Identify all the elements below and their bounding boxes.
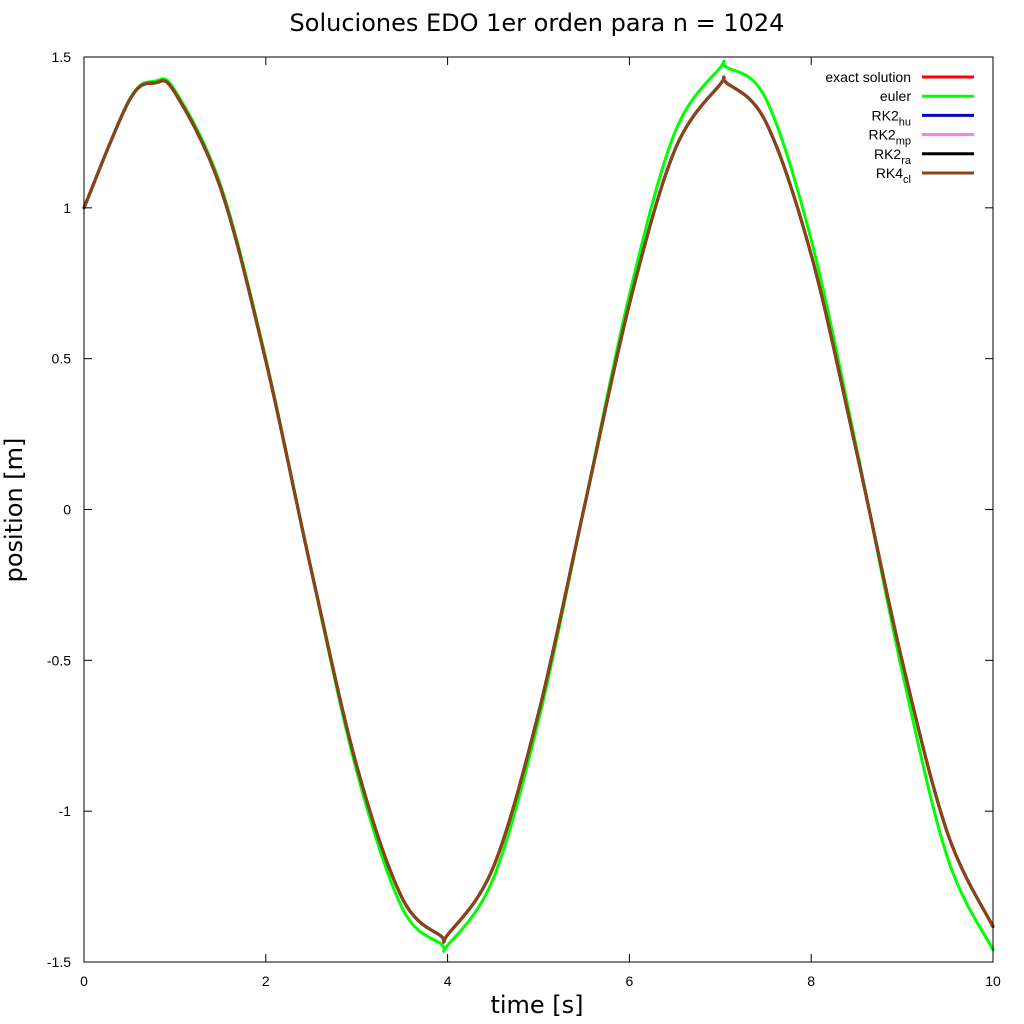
- x-tick-label: 2: [262, 973, 270, 989]
- series-line-6: [82, 75, 995, 944]
- legend-label-6: RK4cl: [876, 165, 911, 186]
- legend-label-main: RK2: [872, 107, 899, 123]
- legend-label-sub: cl: [903, 174, 911, 186]
- x-tick-label: 8: [807, 973, 815, 989]
- x-axis-label: time [s]: [490, 991, 583, 1019]
- legend-label-2: euler: [880, 88, 911, 104]
- x-tick-label: 10: [985, 973, 1001, 989]
- x-tick-label: 6: [626, 973, 634, 989]
- legend-label-1: exact solution: [825, 69, 911, 85]
- y-tick-label: 0: [63, 502, 71, 518]
- series-line-5: [82, 75, 995, 944]
- series-line-1: [82, 75, 995, 944]
- legend-label-4: RK2mp: [868, 127, 911, 148]
- series-line-2: [82, 59, 995, 953]
- y-tick-label: -1: [59, 803, 72, 819]
- y-tick-label: 1.5: [52, 49, 72, 65]
- x-tick-label: 4: [444, 973, 452, 989]
- legend-label-main: exact solution: [825, 69, 911, 85]
- y-tick-label: -0.5: [47, 652, 71, 668]
- series-line-3: [82, 75, 995, 944]
- tick-layer: 0 2 4 6 8 10 1.5 1 0.5 0 -0.5 -1 -1.5: [47, 49, 1001, 989]
- legend-label-5: RK2ra: [874, 146, 912, 167]
- series-line-4: [82, 75, 995, 944]
- y-tick-label: 0.5: [52, 351, 72, 367]
- x-tick-label: 0: [80, 973, 88, 989]
- chart-title: Soluciones EDO 1er orden para n = 1024: [290, 9, 785, 37]
- legend-label-main: RK4: [876, 165, 903, 181]
- y-tick-label: -1.5: [47, 954, 71, 970]
- legend-label-sub: hu: [899, 116, 911, 128]
- legend-label-main: euler: [880, 88, 911, 104]
- legend-label-sub: ra: [901, 155, 912, 167]
- legend-label-main: RK2: [874, 146, 901, 162]
- y-tick-label: 1: [63, 200, 71, 216]
- legend-label-3: RK2hu: [872, 107, 911, 128]
- series-layer: [82, 59, 995, 953]
- legend-label-main: RK2: [868, 127, 895, 143]
- y-axis-label: position [m]: [0, 438, 28, 583]
- legend-label-sub: mp: [896, 136, 911, 148]
- plot-frame: [83, 56, 994, 963]
